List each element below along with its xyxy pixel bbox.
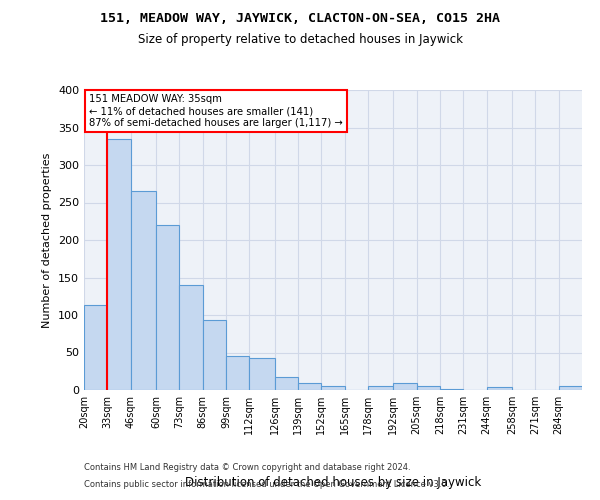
Bar: [203, 320, 226, 390]
Bar: [559, 386, 582, 390]
Bar: [298, 383, 322, 390]
Text: 151 MEADOW WAY: 35sqm
← 11% of detached houses are smaller (141)
87% of semi-det: 151 MEADOW WAY: 35sqm ← 11% of detached …: [89, 94, 343, 128]
Bar: [84, 305, 107, 390]
Text: Size of property relative to detached houses in Jaywick: Size of property relative to detached ho…: [137, 32, 463, 46]
Bar: [179, 285, 203, 390]
Bar: [368, 386, 393, 390]
X-axis label: Distribution of detached houses by size in Jaywick: Distribution of detached houses by size …: [185, 476, 481, 489]
Bar: [275, 377, 298, 390]
Bar: [131, 191, 156, 390]
Bar: [322, 386, 344, 390]
Bar: [487, 387, 512, 390]
Text: 151, MEADOW WAY, JAYWICK, CLACTON-ON-SEA, CO15 2HA: 151, MEADOW WAY, JAYWICK, CLACTON-ON-SEA…: [100, 12, 500, 26]
Bar: [416, 386, 440, 390]
Text: Contains public sector information licensed under the Open Government Licence v3: Contains public sector information licen…: [84, 480, 449, 489]
Bar: [156, 225, 179, 390]
Bar: [107, 138, 131, 390]
Y-axis label: Number of detached properties: Number of detached properties: [43, 152, 52, 328]
Bar: [393, 383, 416, 390]
Text: Contains HM Land Registry data © Crown copyright and database right 2024.: Contains HM Land Registry data © Crown c…: [84, 464, 410, 472]
Bar: [250, 358, 275, 390]
Bar: [226, 356, 250, 390]
Bar: [440, 388, 463, 390]
